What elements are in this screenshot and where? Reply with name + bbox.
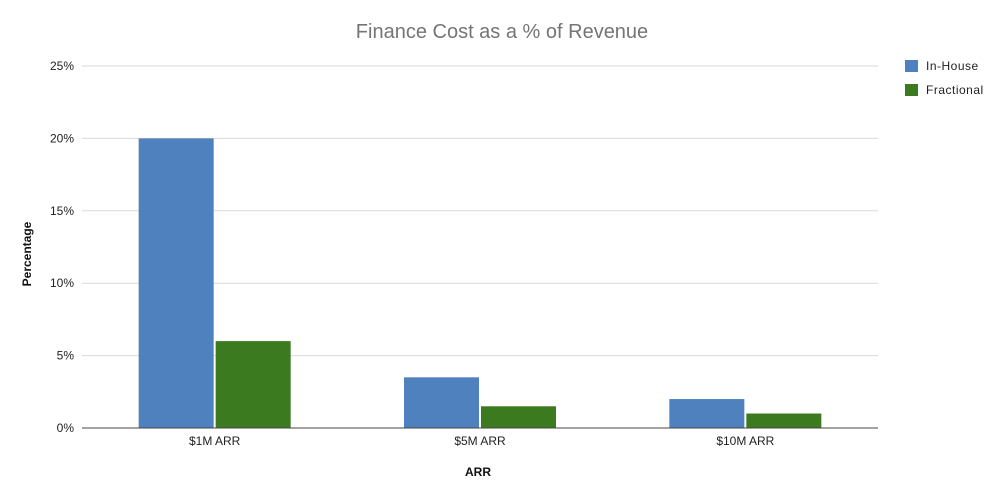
y-tick-label: 0% [57,421,75,435]
y-tick-label: 5% [57,349,75,363]
legend-label: Fractional [926,83,984,97]
bar-fractional-0 [215,341,291,428]
bars [138,138,822,428]
legend-swatch [905,60,918,72]
x-tick-label: $5M ARR [454,434,506,448]
bar-fractional-1 [481,406,556,428]
y-tick-label: 15% [50,204,74,218]
legend-swatch [905,84,918,96]
y-tick-label: 10% [50,276,74,290]
y-tick-label: 20% [50,131,74,145]
bar-in-house-2 [669,399,745,428]
x-axis-label: ARR [465,465,491,479]
bar-in-house-0 [138,138,214,428]
y-axis-label: Percentage [20,221,34,286]
legend-label: In-House [926,59,979,73]
x-tick-label: $1M ARR [189,434,241,448]
legend: In-House Fractional [905,59,984,97]
x-tick-label: $10M ARR [716,434,774,448]
x-axis-ticks: $1M ARR $5M ARR $10M ARR [189,434,775,448]
bar-fractional-2 [746,413,822,428]
bar-in-house-1 [404,377,479,428]
gridlines [82,65,878,357]
y-tick-label: 25% [50,59,74,73]
y-axis-ticks: 0% 5% 10% 15% 20% 25% [50,59,74,435]
chart-title: Finance Cost as a % of Revenue [356,21,648,43]
